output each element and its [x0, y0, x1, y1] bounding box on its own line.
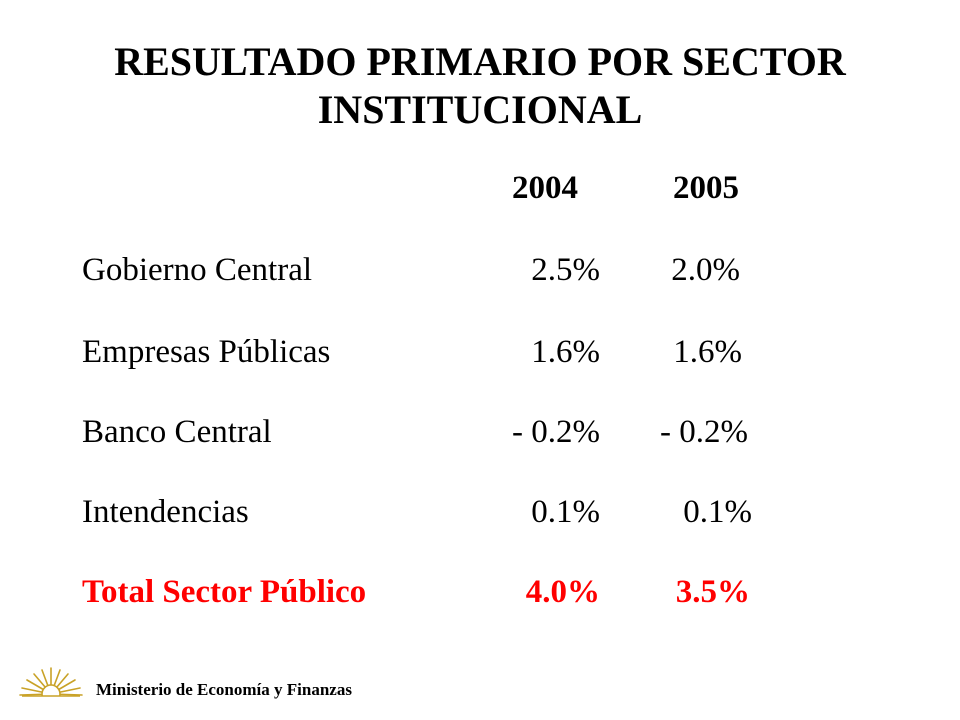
- column-header-2005: 2005: [673, 170, 739, 206]
- column-header-2004: 2004: [512, 170, 578, 206]
- cell-empresas-publicas-2005: 1.6%: [673, 334, 742, 370]
- row-label-empresas-publicas: Empresas Públicas: [82, 334, 331, 370]
- cell-total-2005: 3.5%: [675, 574, 750, 610]
- cell-gobierno-central-2004: 2.5%: [531, 252, 600, 288]
- slide-title: RESULTADO PRIMARIO POR SECTOR INSTITUCIO…: [0, 38, 960, 134]
- cell-gobierno-central-2005: 2.0%: [671, 252, 740, 288]
- row-label-banco-central: Banco Central: [82, 414, 272, 450]
- sun-emblem-icon: [18, 667, 84, 706]
- cell-empresas-publicas-2004: 1.6%: [531, 334, 600, 370]
- cell-total-2004: 4.0%: [525, 574, 600, 610]
- slide-title-line-1: RESULTADO PRIMARIO POR SECTOR: [114, 39, 846, 84]
- cell-banco-central-2005: - 0.2%: [660, 414, 748, 450]
- cell-intendencias-2005: 0.1%: [683, 494, 752, 530]
- row-label-intendencias: Intendencias: [82, 494, 249, 530]
- row-label-gobierno-central: Gobierno Central: [82, 252, 313, 288]
- slide-title-line-2: INSTITUCIONAL: [317, 87, 643, 132]
- row-label-total-sector-publico: Total Sector Público: [82, 574, 367, 610]
- cell-banco-central-2004: - 0.2%: [512, 414, 600, 450]
- footer-ministry-name: Ministerio de Economía y Finanzas: [96, 680, 352, 699]
- cell-intendencias-2004: 0.1%: [531, 494, 600, 530]
